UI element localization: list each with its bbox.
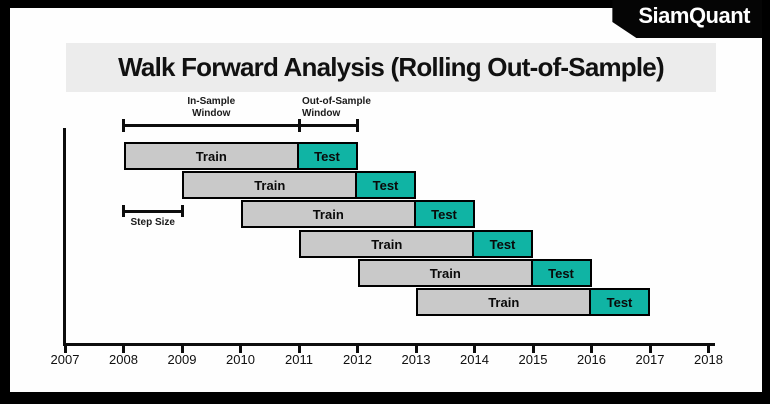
- train-bar: Train: [240, 200, 416, 228]
- x-axis-tick-label: 2018: [694, 352, 723, 367]
- x-axis-tick-label: 2014: [460, 352, 489, 367]
- test-bar-label: Test: [606, 294, 633, 310]
- train-bar: Train: [182, 171, 358, 199]
- page-title: Walk Forward Analysis (Rolling Out-of-Sa…: [118, 52, 664, 82]
- x-axis-tick: [531, 343, 535, 353]
- x-axis-tick: [473, 343, 476, 353]
- in-sample-window-label-line: Window: [192, 108, 231, 119]
- x-axis-tick: [414, 343, 418, 353]
- x-axis-tick-label: 2017: [635, 352, 665, 367]
- in-sample-window-label: In-Sample Window: [187, 96, 235, 120]
- test-bar-label: Test: [431, 206, 457, 222]
- x-axis-tick-label: 2008: [109, 352, 138, 367]
- x-axis-tick: [122, 343, 125, 353]
- step-size-bracket-end: [180, 205, 184, 217]
- window-bracket-end: [297, 119, 301, 132]
- x-axis-tick: [707, 343, 710, 353]
- train-bar: Train: [416, 288, 592, 316]
- test-bar: Test: [296, 142, 358, 170]
- in-sample-window-label-line: In-Sample: [187, 96, 236, 107]
- x-axis-tick-label: 2011: [285, 352, 313, 367]
- window-bracket-end: [122, 119, 125, 132]
- step-size-label: Step Size: [130, 217, 175, 228]
- title-band: Walk Forward Analysis (Rolling Out-of-Sa…: [66, 43, 716, 92]
- x-axis-tick-label: 2015: [518, 352, 548, 367]
- test-bar: Test: [472, 230, 533, 258]
- window-bracket-line: [123, 124, 358, 127]
- train-bar: Train: [123, 142, 299, 170]
- x-axis-tick-label: 2013: [401, 352, 431, 367]
- logo-text: SiamQuant: [638, 3, 750, 28]
- step-size-bracket-end: [122, 205, 125, 217]
- train-bar: Train: [299, 230, 475, 258]
- test-bar-label: Test: [372, 177, 399, 193]
- x-axis-tick-label: 2007: [50, 352, 80, 367]
- train-bar: Train: [357, 259, 533, 287]
- train-bar-label: Train: [371, 236, 403, 252]
- test-bar: Test: [530, 259, 592, 287]
- out-of-sample-window-label-line: Window: [302, 108, 341, 119]
- test-bar: Test: [413, 200, 475, 228]
- train-bar-label: Train: [195, 148, 227, 164]
- out-of-sample-window-label-line: Out-of-Sample: [302, 96, 371, 107]
- x-axis-tick: [63, 343, 67, 353]
- x-axis-tick: [297, 343, 301, 353]
- test-bar: Test: [355, 171, 416, 199]
- test-bar-label: Test: [314, 148, 340, 164]
- train-bar-label: Train: [488, 294, 520, 310]
- x-axis-tick: [239, 343, 242, 353]
- window-bracket-end: [356, 119, 359, 132]
- x-axis-tick: [590, 343, 593, 353]
- siamquant-logo: SiamQuant: [612, 0, 762, 38]
- out-of-sample-window-label: Out-of-Sample Window: [302, 96, 371, 120]
- x-axis-tick-label: 2016: [577, 352, 606, 367]
- train-bar-label: Train: [312, 206, 344, 222]
- x-axis-tick-label: 2009: [167, 352, 197, 367]
- test-bar: Test: [589, 288, 650, 316]
- step-size-bracket-line: [123, 210, 182, 213]
- train-bar-label: Train: [429, 265, 461, 281]
- x-axis-tick: [648, 343, 652, 353]
- x-axis-tick: [180, 343, 184, 353]
- x-axis: [62, 343, 715, 346]
- train-bar-label: Train: [254, 177, 286, 193]
- x-axis-tick-label: 2010: [226, 352, 255, 367]
- x-axis-tick: [356, 343, 359, 353]
- y-axis: [62, 128, 66, 346]
- x-axis-tick-label: 2012: [343, 352, 372, 367]
- test-bar-label: Test: [489, 236, 516, 252]
- test-bar-label: Test: [548, 265, 574, 281]
